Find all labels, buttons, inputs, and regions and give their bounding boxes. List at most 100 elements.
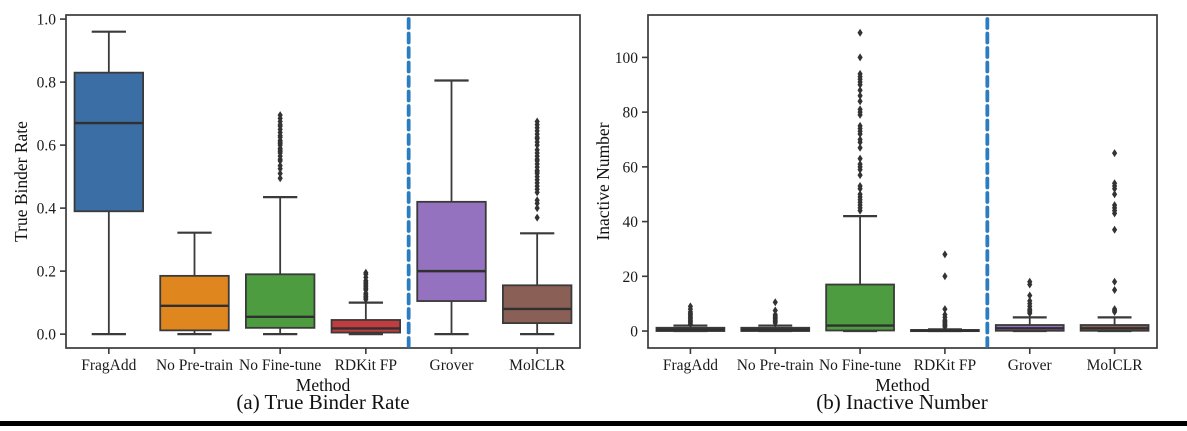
outlier-point bbox=[857, 86, 863, 95]
iqr-box bbox=[244, 273, 316, 329]
outlier-point bbox=[772, 306, 778, 315]
outlier-point bbox=[1027, 296, 1033, 305]
iqr-box bbox=[330, 319, 402, 334]
y-tick-label: 100 bbox=[615, 50, 639, 67]
outlier-point bbox=[1111, 201, 1118, 210]
outlier-point bbox=[1111, 149, 1118, 158]
box-rdkit-fp bbox=[330, 268, 402, 336]
box-grover bbox=[994, 277, 1065, 333]
subplot-b: 0 20 40 60 80 100 FragAdd No Pre-train No Fine-t… bbox=[593, 14, 1158, 395]
iqr-box bbox=[416, 200, 487, 302]
outlier-point bbox=[857, 121, 863, 130]
axes-frame bbox=[647, 14, 1158, 349]
outlier-point bbox=[857, 69, 863, 78]
y-tick-label: 0.2 bbox=[37, 264, 56, 281]
outlier-point bbox=[277, 169, 283, 178]
x-tick-label: No Pre-train bbox=[156, 357, 233, 374]
outlier-point bbox=[857, 28, 863, 37]
x-tick-label: FragAdd bbox=[81, 357, 136, 374]
box-no-pre-train bbox=[159, 231, 230, 336]
caption-inactive-number: (b) Inactive Number bbox=[816, 390, 988, 414]
outlier-point bbox=[857, 154, 863, 163]
outlier-point bbox=[857, 182, 863, 191]
x-tick-label: No Pre-train bbox=[737, 357, 814, 374]
outlier-point bbox=[772, 298, 778, 307]
box-fragadd bbox=[655, 302, 726, 333]
y-tick-label: 20 bbox=[623, 269, 639, 286]
x-tick-label: RDKit FP bbox=[335, 357, 397, 374]
outlier-point bbox=[857, 53, 863, 62]
iqr-box bbox=[73, 71, 144, 213]
outlier-point bbox=[1027, 291, 1033, 300]
box-molclr bbox=[1079, 149, 1150, 333]
outlier-point bbox=[942, 250, 948, 259]
outlier-point bbox=[277, 161, 283, 170]
x-tick-label: MolCLR bbox=[509, 357, 566, 374]
box-rdkit-fp bbox=[910, 250, 980, 333]
y-tick-label: 80 bbox=[623, 105, 639, 122]
outlier-point bbox=[857, 143, 863, 152]
x-tick-label: RDKit FP bbox=[914, 357, 976, 374]
outlier-point bbox=[857, 135, 863, 144]
outlier-point bbox=[857, 105, 863, 114]
y-tick-label: 40 bbox=[623, 214, 639, 231]
x-tick-label: No Fine-tune bbox=[819, 357, 901, 374]
outlier-point bbox=[1111, 179, 1118, 188]
outlier-point bbox=[942, 310, 948, 319]
outlier-point bbox=[1111, 190, 1118, 199]
box-molclr bbox=[501, 117, 573, 336]
x-tick-label: Grover bbox=[430, 357, 475, 374]
outlier-point bbox=[857, 160, 863, 169]
outlier-point bbox=[1111, 305, 1118, 314]
box-no-fine-tune bbox=[244, 111, 316, 336]
y-axis-label: Inactive Number bbox=[593, 122, 613, 240]
x-axis-label: Method bbox=[875, 375, 930, 395]
box-no-fine-tune bbox=[825, 28, 895, 333]
outlier-point bbox=[1111, 277, 1118, 286]
outlier-point bbox=[277, 174, 283, 183]
outlier-point bbox=[1027, 277, 1033, 286]
outlier-point bbox=[277, 111, 283, 120]
outlier-point bbox=[942, 272, 948, 281]
box-no-pre-train bbox=[740, 298, 811, 333]
y-axis-label: True Binder Rate bbox=[11, 121, 31, 242]
outlier-point bbox=[1111, 285, 1118, 294]
y-tick-label: 0.6 bbox=[37, 138, 57, 155]
outlier-point bbox=[687, 302, 694, 311]
outlier-point bbox=[534, 117, 540, 126]
outlier-point bbox=[857, 190, 863, 199]
x-tick-label: FragAdd bbox=[663, 357, 718, 374]
outlier-point bbox=[772, 310, 778, 319]
y-tick-label: 0.0 bbox=[37, 327, 57, 344]
box-grover bbox=[416, 79, 487, 336]
subplot-a: 0.0 0.2 0.4 0.6 0.8 1.0 FragAdd No Pre-train No … bbox=[11, 12, 581, 395]
iqr-box bbox=[501, 284, 573, 325]
outlier-point bbox=[534, 204, 540, 213]
horizontal-rule bbox=[0, 421, 1187, 426]
outlier-point bbox=[942, 305, 948, 314]
outlier-point bbox=[857, 97, 863, 106]
outlier-point bbox=[534, 145, 540, 154]
y-tick-label: 0.8 bbox=[37, 75, 57, 92]
y-tick-label: 1.0 bbox=[37, 12, 57, 29]
y-tick-label: 0.4 bbox=[37, 201, 57, 218]
axes-frame bbox=[65, 14, 581, 349]
outlier-point bbox=[534, 213, 540, 222]
x-axis-label: Method bbox=[296, 375, 351, 395]
iqr-box bbox=[825, 283, 895, 332]
caption-true-binder-rate: (a) True Binder Rate bbox=[236, 390, 410, 414]
outlier-point bbox=[363, 268, 369, 277]
box-fragadd bbox=[73, 30, 144, 336]
x-tick-label: No Fine-tune bbox=[239, 357, 321, 374]
outlier-point bbox=[1111, 225, 1118, 234]
outlier-point bbox=[857, 171, 863, 180]
y-tick-label: 60 bbox=[623, 159, 639, 176]
outlier-point bbox=[534, 196, 540, 205]
y-tick-label: 0 bbox=[630, 324, 638, 341]
x-tick-label: MolCLR bbox=[1087, 357, 1144, 374]
x-tick-label: Grover bbox=[1008, 357, 1053, 374]
outlier-point bbox=[857, 91, 863, 100]
iqr-box bbox=[159, 274, 230, 332]
